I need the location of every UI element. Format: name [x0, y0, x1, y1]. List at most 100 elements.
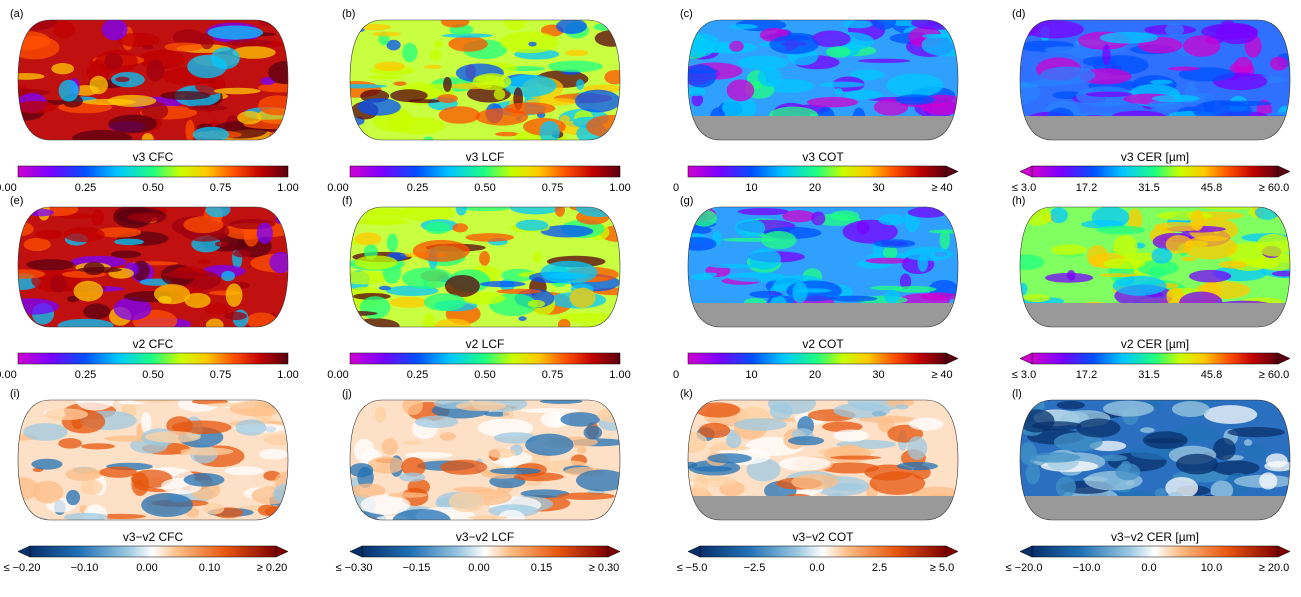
map-blob: [540, 225, 594, 238]
map-blob: [699, 476, 736, 487]
map-blob: [1099, 273, 1139, 278]
map-blob: [235, 419, 267, 436]
map-blob: [386, 233, 398, 252]
map-blob: [734, 418, 787, 431]
map-blob: [388, 492, 428, 498]
map-blob: [434, 318, 472, 327]
map-blob: [1190, 209, 1205, 231]
map-blob: [1171, 401, 1210, 417]
map-blob: [727, 272, 787, 282]
colorbar-tick-label: −10.0: [1073, 562, 1101, 574]
map-blob: [439, 432, 456, 441]
map-blob: [95, 227, 142, 238]
map-blob: [224, 311, 247, 321]
map-blob: [91, 209, 104, 226]
map-blob: [576, 79, 585, 90]
map-outline: [1019, 19, 1291, 141]
map-blob: [424, 64, 443, 69]
map-blob: [688, 86, 707, 97]
map-blob: [389, 296, 430, 308]
map-blob: [57, 318, 114, 327]
colorbar-tick-label: 17.2: [1076, 182, 1097, 194]
map-blob: [99, 466, 138, 478]
map-blob: [503, 20, 527, 31]
map-blob: [1151, 247, 1173, 264]
panel: (c) v3 COT 0 10 20 30 ≥ 40: [673, 8, 959, 194]
map-blob: [452, 223, 469, 233]
map-outline: [1019, 206, 1291, 328]
map-blob: [556, 20, 588, 34]
map-blob: [1024, 207, 1052, 226]
map-blob: [1210, 480, 1234, 501]
panel-title: v3−v2 CFC: [123, 530, 184, 544]
map-blob: [857, 58, 911, 63]
map-blob: [401, 267, 454, 289]
map-blob: [949, 132, 958, 140]
map-blob: [354, 255, 398, 270]
map-blob: [115, 76, 130, 82]
map-blob: [729, 24, 758, 30]
map-blob: [408, 99, 441, 104]
map-blob: [1055, 476, 1076, 498]
map-blob: [1212, 460, 1260, 476]
panel: (f) v2 LCF 0.00 0.25 0.50 0.75 1.00: [327, 195, 630, 381]
colorbar-tick-label: 0.15: [531, 562, 552, 574]
map-blob: [237, 111, 262, 125]
map-blob: [32, 480, 64, 504]
map-blob: [1103, 258, 1146, 270]
map-blob: [1164, 23, 1185, 37]
map-blob: [269, 251, 288, 274]
map-blob: [31, 458, 63, 470]
map-blob: [1051, 244, 1087, 256]
map-blob: [782, 210, 816, 223]
map-blob: [726, 79, 755, 102]
map-blob: [884, 289, 900, 304]
map-blob: [822, 421, 863, 433]
map-blob: [1085, 91, 1133, 98]
map-blob: [539, 120, 560, 140]
map-blob: [850, 69, 885, 81]
map-blob: [515, 219, 549, 231]
map-blob: [500, 31, 559, 54]
map-blob: [171, 420, 232, 435]
colorbar-tick-label: 0.50: [142, 369, 163, 381]
map-blob: [1024, 20, 1084, 39]
map-blob: [350, 84, 388, 89]
map-blob: [455, 207, 467, 216]
colorbar-tick-label: ≤ −5.0: [677, 562, 708, 574]
map-blob: [688, 64, 717, 88]
map-blob: [23, 237, 51, 252]
colorbar: [349, 352, 621, 365]
map-blob: [807, 97, 859, 108]
map-blob: [350, 463, 374, 478]
map-blob: [513, 472, 564, 482]
map-blob: [381, 438, 399, 455]
panel: (h) v2 CER [µm] ≤ 3.0 17.2 31.5 45.8 ≥ 60.0: [1012, 195, 1291, 381]
map-blob: [414, 415, 459, 429]
map-blob: [183, 473, 225, 487]
map-blob: [104, 52, 123, 70]
map-blob: [1044, 46, 1088, 54]
panel: (j) v3−v2 LCF ≤ −0.30 −0.15 0.00 0.15 ≥ 0.30: [336, 388, 621, 574]
map: [688, 400, 958, 520]
map-blob: [691, 273, 713, 281]
panel-label: (l): [1012, 388, 1022, 400]
map: [18, 400, 288, 520]
map-blob: [258, 95, 288, 116]
map-blob: [908, 417, 944, 431]
map: [350, 20, 620, 140]
map-blob: [1219, 260, 1247, 269]
map-blob: [1183, 235, 1238, 260]
map-blob: [350, 310, 378, 316]
map-blob: [273, 483, 288, 505]
map-blob: [834, 87, 843, 95]
map-blob: [444, 274, 480, 298]
map-blob: [18, 298, 59, 315]
map-blob: [360, 494, 411, 515]
map-blob: [1250, 259, 1280, 269]
map-blob: [583, 425, 603, 440]
colorbar-arrow: [349, 545, 363, 558]
colorbar-tick-label: 0.00: [327, 369, 348, 381]
map-blob: [83, 303, 111, 320]
map-blob: [878, 214, 905, 226]
